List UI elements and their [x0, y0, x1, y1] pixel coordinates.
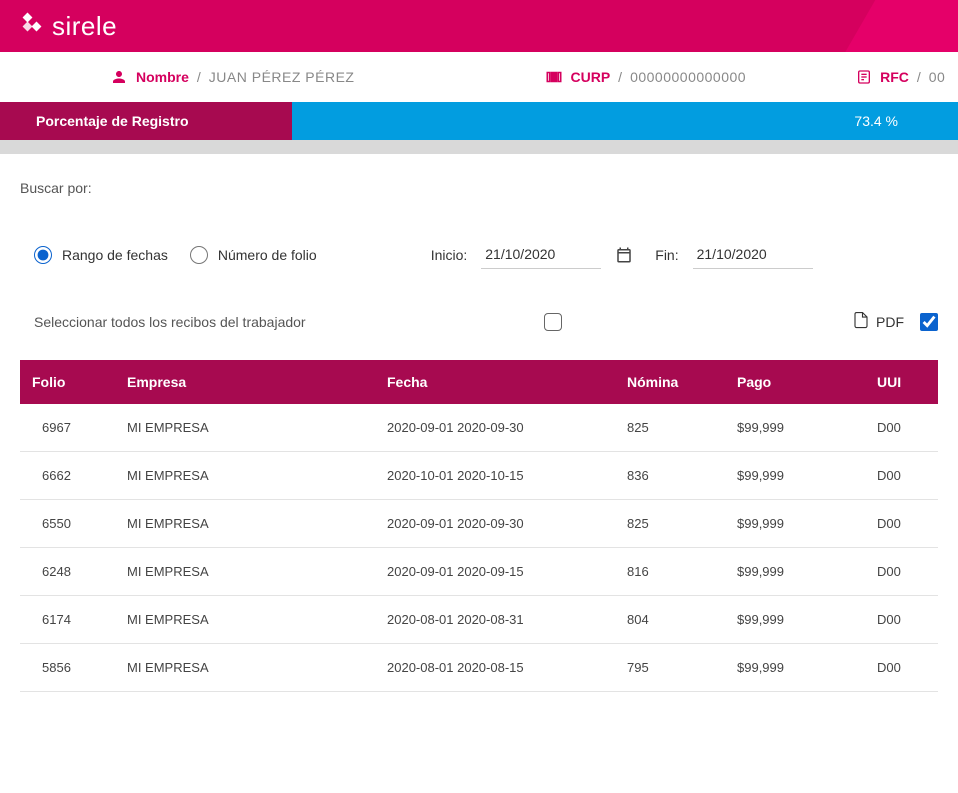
cell-empresa: MI EMPRESA [115, 452, 375, 500]
rfc-value: 00 [929, 69, 946, 85]
cell-uuid: D00 [865, 644, 938, 692]
th-uuid[interactable]: UUI [865, 360, 938, 404]
identity-curp: CURP / 00000000000000 [545, 68, 747, 86]
cell-fecha: 2020-09-01 2020-09-30 [375, 500, 615, 548]
date-fin-group: Fin: [655, 240, 812, 269]
th-fecha[interactable]: Fecha [375, 360, 615, 404]
cell-nomina: 804 [615, 596, 725, 644]
date-inicio-group: Inicio: [431, 240, 634, 269]
search-by-label: Buscar por: [20, 180, 938, 196]
calendar-icon[interactable] [615, 246, 633, 264]
th-nomina[interactable]: Nómina [615, 360, 725, 404]
pdf-label: PDF [876, 314, 904, 330]
cell-folio: 6967 [20, 404, 115, 452]
table-header: Folio Empresa Fecha Nómina Pago UUI [20, 360, 938, 404]
cell-pago: $99,999 [725, 596, 865, 644]
th-empresa[interactable]: Empresa [115, 360, 375, 404]
identity-nombre: Nombre / JUAN PÉREZ PÉREZ [110, 68, 355, 86]
cell-pago: $99,999 [725, 548, 865, 596]
cell-fecha: 2020-08-01 2020-08-15 [375, 644, 615, 692]
pdf-icon [852, 311, 870, 332]
cell-nomina: 795 [615, 644, 725, 692]
table-row[interactable]: 6248MI EMPRESA2020-09-01 2020-09-15816$9… [20, 548, 938, 596]
brand-logo: sirele [18, 11, 117, 42]
curp-value: 00000000000000 [630, 69, 746, 85]
pdf-checkbox[interactable] [920, 313, 938, 331]
cell-pago: $99,999 [725, 452, 865, 500]
cell-empresa: MI EMPRESA [115, 596, 375, 644]
search-controls: Rango de fechas Número de folio Inicio: … [20, 240, 938, 269]
select-all-checkbox[interactable] [544, 313, 562, 331]
recibos-table: Folio Empresa Fecha Nómina Pago UUI 6967… [20, 360, 938, 692]
table-row[interactable]: 6662MI EMPRESA2020-10-01 2020-10-15836$9… [20, 452, 938, 500]
th-pago[interactable]: Pago [725, 360, 865, 404]
radio-numero-folio[interactable]: Número de folio [190, 246, 317, 264]
th-folio[interactable]: Folio [20, 360, 115, 404]
cell-empresa: MI EMPRESA [115, 644, 375, 692]
fin-input[interactable] [693, 240, 813, 269]
progress-label: Porcentaje de Registro [0, 113, 292, 129]
nombre-label: Nombre [136, 69, 189, 85]
cell-fecha: 2020-09-01 2020-09-15 [375, 548, 615, 596]
divider-strip [0, 140, 958, 154]
select-all-label: Seleccionar todos los recibos del trabaj… [34, 314, 534, 330]
cell-folio: 5856 [20, 644, 115, 692]
cell-nomina: 825 [615, 500, 725, 548]
inicio-input[interactable] [481, 240, 601, 269]
radio-numero-folio-input[interactable] [190, 246, 208, 264]
cell-uuid: D00 [865, 452, 938, 500]
document-icon [856, 69, 872, 85]
table-row[interactable]: 6550MI EMPRESA2020-09-01 2020-09-30825$9… [20, 500, 938, 548]
cell-empresa: MI EMPRESA [115, 500, 375, 548]
identity-rfc: RFC / 00 [856, 69, 945, 85]
cell-folio: 6248 [20, 548, 115, 596]
table-row[interactable]: 6967MI EMPRESA2020-09-01 2020-09-30825$9… [20, 404, 938, 452]
inicio-label: Inicio: [431, 247, 468, 263]
cell-uuid: D00 [865, 500, 938, 548]
pdf-export-group: PDF [852, 311, 938, 332]
cell-fecha: 2020-08-01 2020-08-31 [375, 596, 615, 644]
table-body: 6967MI EMPRESA2020-09-01 2020-09-30825$9… [20, 404, 938, 692]
cell-nomina: 836 [615, 452, 725, 500]
progress-bar: Porcentaje de Registro 73.4 % [0, 102, 958, 140]
cell-empresa: MI EMPRESA [115, 404, 375, 452]
fin-label: Fin: [655, 247, 678, 263]
rfc-label: RFC [880, 69, 909, 85]
person-icon [110, 68, 128, 86]
progress-fill: 73.4 % [292, 102, 958, 140]
cell-fecha: 2020-10-01 2020-10-15 [375, 452, 615, 500]
cell-nomina: 816 [615, 548, 725, 596]
cell-pago: $99,999 [725, 644, 865, 692]
radio-rango-fechas[interactable]: Rango de fechas [34, 246, 168, 264]
cell-nomina: 825 [615, 404, 725, 452]
cell-folio: 6174 [20, 596, 115, 644]
nombre-value: JUAN PÉREZ PÉREZ [209, 69, 355, 85]
top-brand-bar: sirele [0, 0, 958, 52]
table-row[interactable]: 6174MI EMPRESA2020-08-01 2020-08-31804$9… [20, 596, 938, 644]
select-all-row: Seleccionar todos los recibos del trabaj… [20, 269, 938, 360]
barcode-icon [545, 68, 563, 86]
identity-bar: Nombre / JUAN PÉREZ PÉREZ CURP / 0000000… [0, 52, 958, 102]
progress-percent: 73.4 % [854, 113, 898, 129]
cell-fecha: 2020-09-01 2020-09-30 [375, 404, 615, 452]
cell-folio: 6662 [20, 452, 115, 500]
cell-pago: $99,999 [725, 500, 865, 548]
curp-label: CURP [571, 69, 611, 85]
radio-rango-fechas-input[interactable] [34, 246, 52, 264]
cell-uuid: D00 [865, 596, 938, 644]
cell-uuid: D00 [865, 548, 938, 596]
progress-track: 73.4 % [292, 102, 958, 140]
brand-name: sirele [52, 11, 117, 42]
cell-folio: 6550 [20, 500, 115, 548]
cell-empresa: MI EMPRESA [115, 548, 375, 596]
cell-pago: $99,999 [725, 404, 865, 452]
cell-uuid: D00 [865, 404, 938, 452]
brand-logo-icon [18, 12, 46, 40]
table-row[interactable]: 5856MI EMPRESA2020-08-01 2020-08-15795$9… [20, 644, 938, 692]
